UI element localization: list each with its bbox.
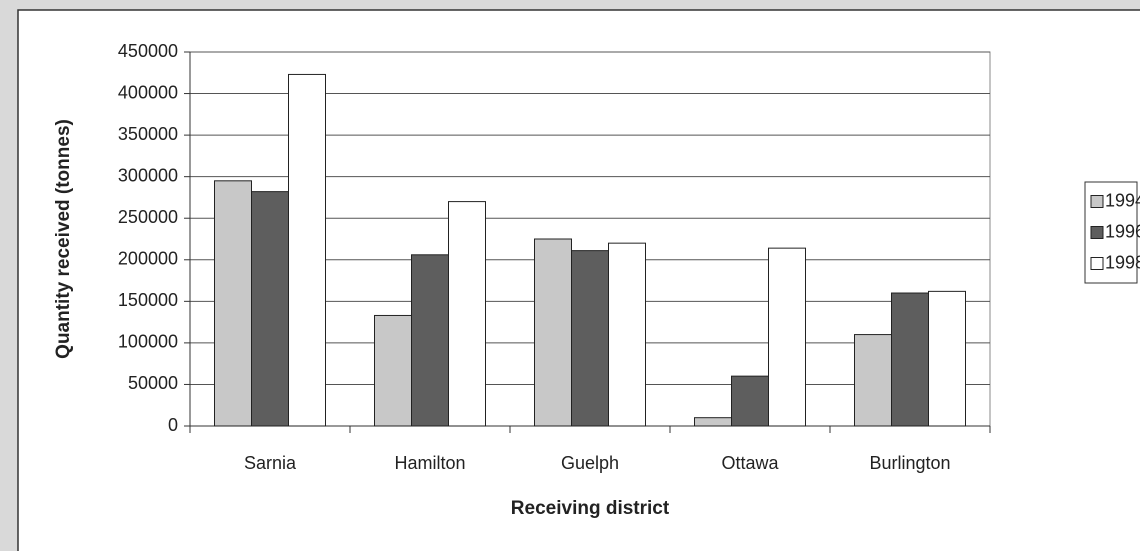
x-tick-label: Hamilton (394, 453, 465, 473)
bar (251, 191, 289, 427)
y-tick-label: 250000 (118, 207, 178, 227)
legend-swatch (1090, 226, 1104, 239)
x-axis-label: Receiving district (511, 498, 670, 519)
y-tick-label: 0 (168, 415, 178, 435)
bar (891, 292, 929, 427)
bar (374, 314, 412, 427)
y-axis-label: Quantity received (tonnes) (53, 119, 74, 359)
bar (534, 238, 572, 427)
bar (448, 201, 486, 427)
legend-swatch (1090, 257, 1104, 270)
legend-swatch (1090, 195, 1104, 208)
bar (411, 254, 449, 427)
legend-label: 1994 (1105, 190, 1140, 210)
x-tick-label: Guelph (561, 453, 619, 473)
x-tick-label: Ottawa (721, 453, 779, 473)
legend-label: 1996 (1105, 221, 1140, 241)
y-tick-label: 450000 (118, 41, 178, 61)
bar (854, 334, 892, 427)
legend-label: 1998 (1105, 252, 1140, 272)
y-tick-label: 350000 (118, 124, 178, 144)
bar (768, 247, 806, 427)
y-tick-label: 50000 (128, 373, 178, 393)
x-tick-label: Sarnia (244, 453, 297, 473)
y-tick-label: 100000 (118, 332, 178, 352)
y-tick-label: 400000 (118, 82, 178, 102)
bar (608, 242, 646, 427)
y-tick-label: 150000 (118, 290, 178, 310)
x-tick-label: Burlington (869, 453, 950, 473)
bar (571, 250, 609, 427)
bar (288, 73, 326, 427)
y-tick-label: 300000 (118, 165, 178, 185)
y-tick-label: 200000 (118, 249, 178, 269)
bar (928, 290, 966, 427)
bar (694, 417, 732, 427)
bar (214, 180, 252, 427)
bar (731, 375, 769, 427)
